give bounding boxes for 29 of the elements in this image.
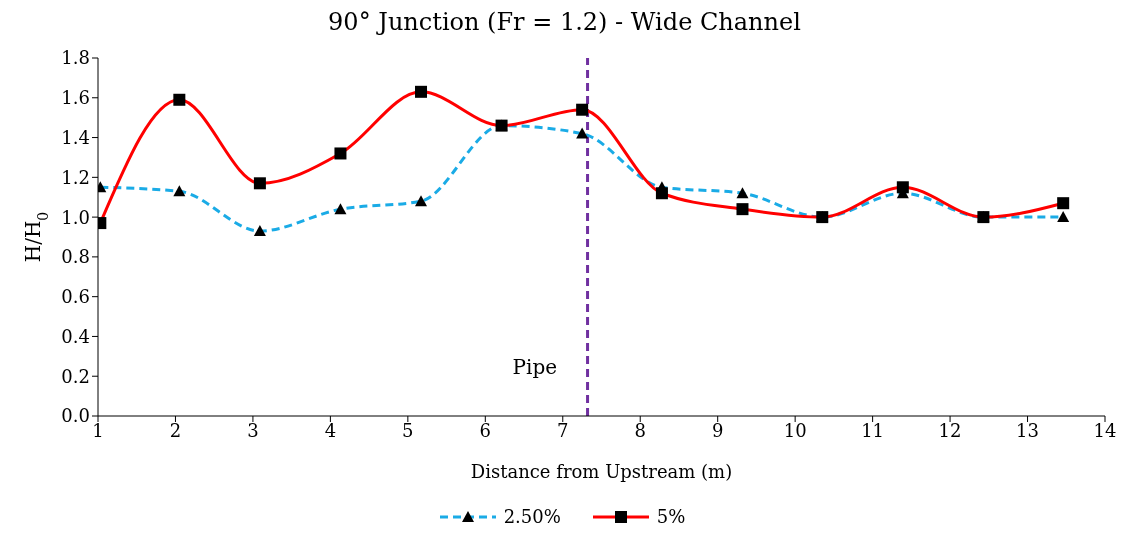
y-tick-label: 1.4	[61, 126, 90, 148]
y-tick-label: 0.0	[61, 405, 90, 427]
x-tick-label: 11	[861, 419, 885, 441]
x-tick-label: 10	[783, 419, 807, 441]
x-tick-label: 2	[169, 419, 182, 441]
x-tick-label: 3	[247, 419, 259, 441]
x-tick-label: 12	[938, 419, 962, 441]
x-tick-label: 4	[324, 419, 337, 441]
x-tick-label: 5	[402, 419, 414, 441]
x-axis-title: Distance from Upstream (m)	[470, 461, 733, 482]
y-tick-label: 1.8	[61, 47, 90, 69]
y-tick-label: 0.8	[61, 246, 90, 268]
y-tick-label: 0.6	[61, 286, 90, 308]
x-tick-label: 8	[634, 419, 646, 441]
x-tick-label: 1	[92, 419, 104, 441]
x-tick-label: 13	[1016, 419, 1039, 441]
x-tick-label: 6	[479, 419, 492, 441]
x-tick-label: 9	[711, 419, 724, 441]
y-tick-label: 0.4	[61, 325, 90, 347]
legend-label: 5%	[656, 506, 686, 527]
ref-line-label: Pipe	[512, 355, 558, 380]
y-tick-label: 1.2	[61, 166, 90, 188]
x-tick-label: 14	[1093, 419, 1117, 441]
chart-title: 90° Junction (Fr = 1.2) - Wide Channel	[327, 8, 802, 38]
legend-label: 2.50%	[503, 506, 561, 527]
y-tick-label: 1.0	[61, 206, 90, 228]
x-tick-label: 7	[557, 419, 569, 441]
y-tick-label: 0.2	[61, 365, 90, 387]
y-tick-label: 1.6	[61, 87, 90, 109]
